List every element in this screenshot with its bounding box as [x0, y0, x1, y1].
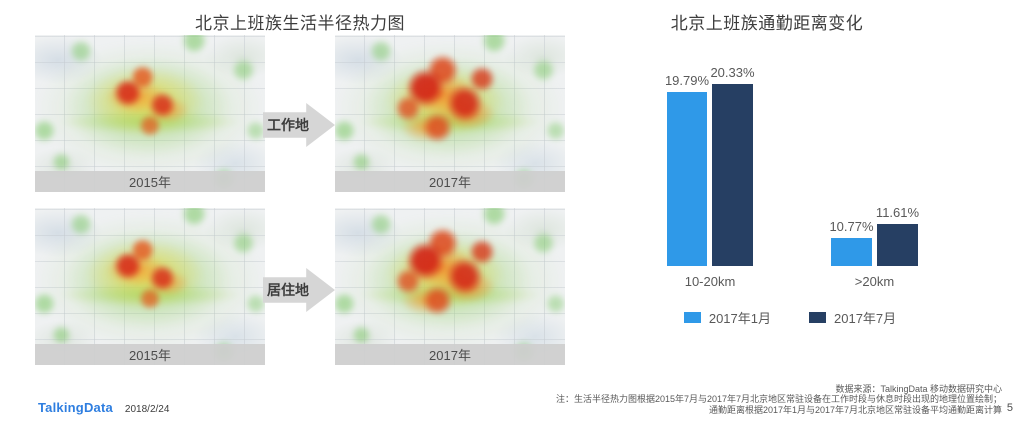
heatmap-work-2015: 2015年	[35, 35, 265, 192]
map-year-caption: 2017年	[335, 344, 565, 365]
heat-core-overlay	[335, 35, 565, 192]
footnotes: 数据来源：TalkingData 移动数据研究中心 注：生活半径热力图根据201…	[556, 384, 1002, 416]
legend-swatch-icon	[683, 312, 701, 323]
category-label: >20km	[854, 274, 895, 289]
category-label: 10-20km	[684, 274, 736, 289]
arrow-label: 工作地	[267, 117, 309, 133]
map-year-caption: 2015年	[35, 171, 265, 192]
talkingdata-logo: TalkingData	[38, 400, 113, 415]
heat-core-overlay	[35, 208, 265, 365]
heat-core-overlay	[335, 208, 565, 365]
left-panel-title: 北京上班族生活半径热力图	[195, 14, 405, 33]
heatmap-home-2015: 2015年	[35, 208, 265, 365]
bar-value-label: 10.77%	[829, 219, 874, 234]
bar-2017年7月-10-20km	[712, 84, 753, 266]
bar-2017年1月-10-20km	[667, 92, 707, 266]
footnote-method-2: 通勤距离根据2017年1月与2017年7月北京地区常驻设备平均通勤距离计算	[708, 405, 1002, 416]
slide-date: 2018/2/24	[124, 404, 170, 415]
heatmap-work-2017: 2017年	[335, 35, 565, 192]
bar-value-label: 11.61%	[875, 205, 920, 220]
footnote-method-1: 注：生活半径热力图根据2015年7月与2017年7月北京地区常驻设备在工作时段与…	[555, 394, 1002, 405]
footer-left: TalkingData 2018/2/24	[38, 400, 169, 415]
bar-value-label: 20.33%	[710, 65, 755, 80]
arrow-label: 居住地	[267, 282, 309, 298]
map-year-caption: 2015年	[35, 344, 265, 365]
bar-chart: 19.79% 20.33% 10.77% 11.61%	[640, 65, 940, 266]
arrow-home-location: 居住地	[263, 268, 335, 312]
page-number: 5	[1006, 402, 1013, 414]
legend-label: 2017年1月	[708, 311, 771, 326]
bar-2017年1月->20km	[831, 238, 872, 266]
bar-value-label: 19.79%	[664, 73, 710, 88]
heatmap-home-2017: 2017年	[335, 208, 565, 365]
map-year-caption: 2017年	[335, 171, 565, 192]
legend-item-2017年1月: 2017年1月	[683, 308, 771, 327]
heat-core-overlay	[35, 35, 265, 192]
arrow-work-location: 工作地	[263, 103, 335, 147]
chart-title: 北京上班族通勤距离变化	[670, 14, 864, 33]
legend-label: 2017年7月	[834, 311, 897, 326]
chart-legend: 2017年1月 2017年7月	[640, 308, 940, 327]
bar-2017年7月->20km	[877, 224, 918, 266]
legend-swatch-icon	[809, 312, 826, 323]
footnote-source: 数据来源：TalkingData 移动数据研究中心	[835, 383, 1002, 394]
legend-item-2017年7月: 2017年7月	[809, 308, 896, 327]
